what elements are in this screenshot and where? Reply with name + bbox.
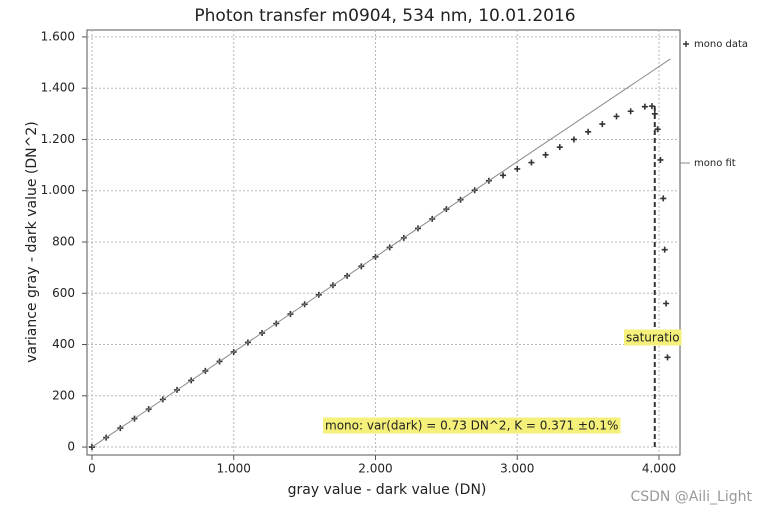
x-axis-label: gray value - dark value (DN) — [288, 482, 487, 498]
y-tick-label: 600 — [52, 286, 75, 300]
legend-marker — [683, 41, 689, 47]
y-tick-label: 1.200 — [41, 132, 75, 146]
data-point — [627, 108, 634, 115]
y-tick-label: 200 — [52, 388, 75, 402]
annotation-group: mono: var(dark) = 0.73 DN^2, K = 0.371 ±… — [323, 417, 621, 434]
chart-title: Photon transfer m0904, 534 nm, 10.01.201… — [194, 6, 575, 26]
data-point — [664, 354, 671, 361]
data-point — [585, 128, 592, 135]
legend-label: mono fit — [694, 158, 736, 169]
saturation-label-group: saturatio — [624, 329, 682, 346]
fit-line — [91, 58, 671, 448]
x-tick-label: 2.000 — [358, 462, 392, 476]
data-point — [661, 246, 668, 253]
data-point — [657, 156, 664, 163]
y-tick-label: 1.400 — [41, 81, 75, 95]
data-point — [500, 172, 507, 179]
y-tick-label: 800 — [52, 234, 75, 248]
annotation: mono: var(dark) = 0.73 DN^2, K = 0.371 ±… — [325, 419, 618, 433]
data-point — [514, 165, 521, 172]
y-tick-label: 0 — [67, 440, 75, 454]
y-tick-label: 1.600 — [41, 29, 75, 43]
x-tick-label: 1.000 — [217, 462, 251, 476]
saturation-label: saturatio — [626, 331, 680, 345]
watermark: CSDN @Aili_Light — [630, 489, 752, 505]
data-point — [641, 103, 648, 110]
y-tick-label: 1.000 — [41, 183, 75, 197]
data-point — [528, 159, 535, 166]
data-point — [570, 136, 577, 143]
data-point — [542, 151, 549, 158]
data-point — [654, 126, 661, 133]
saturation-label-highlight — [624, 329, 682, 346]
data-point — [556, 144, 563, 151]
data-point — [660, 195, 667, 202]
x-tick-label: 4.000 — [642, 462, 676, 476]
legend-label: mono data — [694, 39, 748, 50]
y-axis-label: variance gray - dark value (DN^2) — [24, 121, 40, 362]
data-point — [599, 121, 606, 128]
y-tick-label: 400 — [52, 337, 75, 351]
data-point — [613, 113, 620, 120]
x-tick-label: 0 — [88, 462, 96, 476]
data-point — [88, 444, 95, 451]
x-tick-label: 3.000 — [500, 462, 534, 476]
annotation-highlight — [323, 417, 621, 434]
data-point — [663, 300, 670, 307]
